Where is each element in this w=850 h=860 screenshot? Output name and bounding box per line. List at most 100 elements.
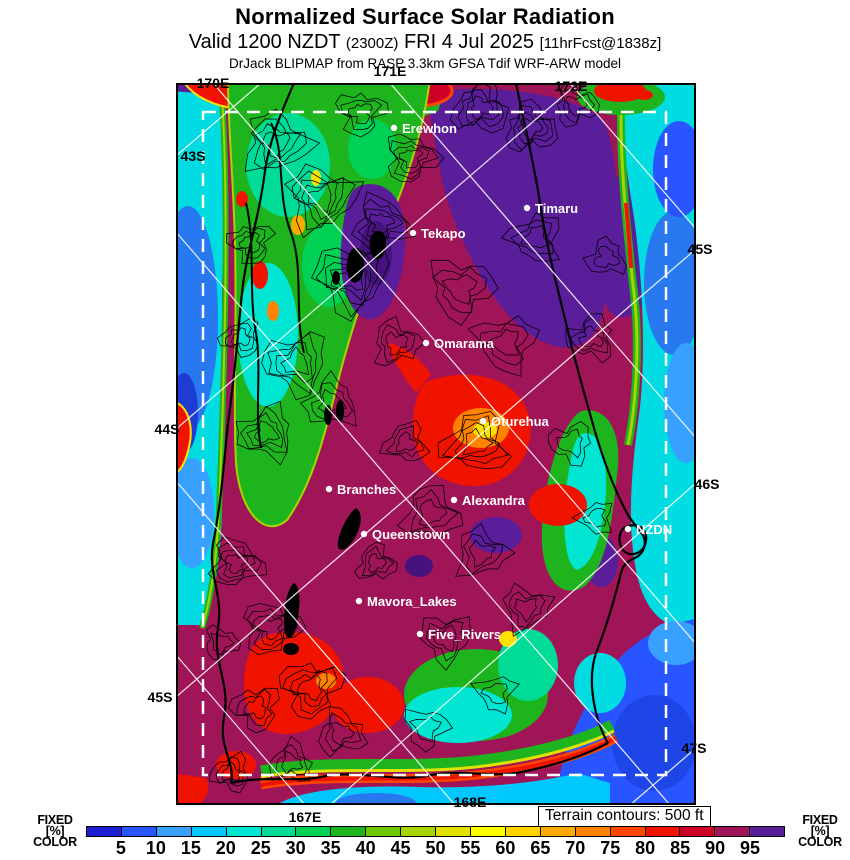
contour-line xyxy=(396,485,464,535)
contour-line xyxy=(243,603,307,656)
turquoise-patch xyxy=(498,629,558,701)
turquoise-patch xyxy=(246,113,330,217)
colorbar-tick-label: 75 xyxy=(600,838,621,858)
figure-title: Normalized Surface Solar Radiation xyxy=(235,4,615,29)
place-label: Oturehua xyxy=(491,414,550,429)
contour-line xyxy=(408,716,442,743)
contour-line xyxy=(410,489,459,533)
colorbar-tick-label: 35 xyxy=(320,838,341,858)
colorbar-segment xyxy=(574,826,611,837)
contour-line xyxy=(455,523,516,577)
ocean-blue-patch xyxy=(336,793,416,805)
colorbar-segment xyxy=(400,826,437,837)
contour-line xyxy=(470,676,520,715)
contour-line xyxy=(254,123,302,167)
place-label: Branches xyxy=(337,482,396,497)
contour-line xyxy=(325,250,372,306)
contour-line xyxy=(387,133,445,183)
red-hotspot xyxy=(388,343,431,393)
contour-line xyxy=(441,415,509,465)
domain-dashed-box xyxy=(201,110,668,777)
colorbar-tick-label: 20 xyxy=(215,838,236,858)
contour-line xyxy=(238,232,261,254)
contour-line xyxy=(593,246,621,269)
contour-line xyxy=(510,219,554,255)
contour-line xyxy=(325,712,362,752)
ocean-cyan-patch xyxy=(574,653,626,713)
colorbar-segment xyxy=(155,826,192,837)
contour-line xyxy=(393,144,430,174)
colorbar-tick-label: 60 xyxy=(495,838,516,858)
contour-line xyxy=(578,325,604,348)
contour-line xyxy=(365,208,404,240)
place-dot xyxy=(325,485,333,493)
contour-line xyxy=(480,682,508,705)
contour-line xyxy=(357,198,408,245)
contour-line xyxy=(396,431,419,453)
coast-red-band xyxy=(260,736,617,787)
contour-line xyxy=(556,83,600,128)
colorbar-segment xyxy=(539,826,576,837)
red-hotspot xyxy=(252,261,268,289)
valid-time-line: Valid 1200 NZDT (2300Z) FRI 4 Jul 2025 [… xyxy=(0,31,850,54)
place-dot xyxy=(355,597,363,605)
lon-label-171E: 171E xyxy=(373,63,407,79)
purple-region xyxy=(430,88,618,348)
side-label-line: COLOR xyxy=(798,835,842,849)
contour-line xyxy=(246,412,284,449)
colorbar-segment xyxy=(714,826,751,837)
place-label: Tekapo xyxy=(421,226,466,241)
contour-line xyxy=(307,183,332,213)
colorbar-side-label-left: FIXED [%] COLOR xyxy=(25,814,85,849)
colorbar xyxy=(86,826,786,837)
contour-line xyxy=(378,419,431,462)
place-dot xyxy=(479,417,487,425)
lon-label-167E: 167E xyxy=(288,809,322,825)
contour-line xyxy=(224,553,249,574)
place-label: Queenstown xyxy=(372,527,450,542)
coastline xyxy=(210,83,648,785)
contour-line xyxy=(282,667,338,715)
contour-line xyxy=(257,618,283,641)
colorbar-tick-label: 70 xyxy=(565,838,586,858)
lat-label-47S: 47S xyxy=(681,740,707,756)
contour-line xyxy=(502,582,556,637)
red-hotspot xyxy=(216,751,256,779)
ocean-blue-patch xyxy=(176,458,214,568)
radiation-field xyxy=(176,83,696,805)
colorbar-segment xyxy=(435,826,471,837)
colorbar-segment xyxy=(86,826,122,837)
contour-line xyxy=(565,313,613,364)
contour-line xyxy=(350,191,417,250)
side-label-line: FIXED xyxy=(802,813,838,827)
contour-line xyxy=(514,598,537,623)
contour-line xyxy=(226,225,277,264)
valid-zulu-time: (2300Z) xyxy=(345,35,399,52)
lat-label-44S: 44S xyxy=(154,421,180,437)
colorbar-tick-label: 25 xyxy=(250,838,271,858)
colorbar-segment xyxy=(504,826,541,837)
colorbar-segment xyxy=(365,826,402,837)
place-dot xyxy=(450,496,458,504)
figure-header: Normalized Surface Solar Radiation Valid… xyxy=(0,0,850,71)
lat-label-45S-right: 45S xyxy=(687,241,713,257)
east-rim-yellow xyxy=(619,83,639,446)
ocean-blue-patch xyxy=(644,211,696,355)
contour-line xyxy=(462,427,494,456)
red-hotspot xyxy=(594,83,646,102)
contour-line xyxy=(385,425,425,458)
contour-line xyxy=(221,761,241,781)
contour-line xyxy=(284,163,365,239)
side-label-line: COLOR xyxy=(33,835,77,849)
colorbar-tick-label: 40 xyxy=(355,838,376,858)
contour-line xyxy=(516,111,550,145)
colorbar-side-label-right: FIXED [%] COLOR xyxy=(790,813,850,849)
contour-line xyxy=(318,706,369,758)
contour-line xyxy=(240,405,288,453)
contour-line xyxy=(280,346,310,376)
contour-line xyxy=(425,620,465,662)
colorbar-segment xyxy=(190,826,227,837)
ocean-blue-patch xyxy=(653,121,696,217)
valid-date: FRI 4 Jul 2025 xyxy=(403,31,535,53)
contour-line xyxy=(205,624,242,661)
